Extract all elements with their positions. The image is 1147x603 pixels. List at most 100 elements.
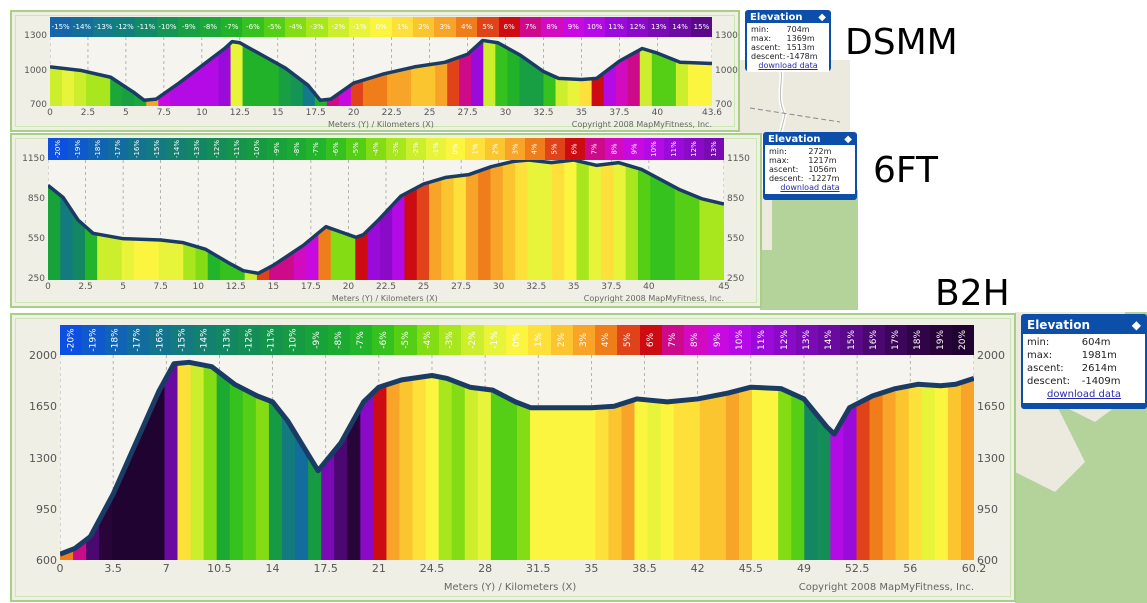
- x-tick-label: 27.5: [457, 108, 478, 118]
- legend-cell: 8%: [541, 17, 563, 37]
- x-tick-label: 60.2: [961, 562, 987, 575]
- legend-cell: -12%: [207, 138, 227, 160]
- legend-cell: 5%: [544, 138, 565, 160]
- legend-cell: -13%: [216, 325, 239, 355]
- legend-cell: 10%: [644, 138, 665, 160]
- x-tick-label: 12.5: [225, 282, 246, 292]
- x-tick-label: 35: [584, 562, 599, 575]
- y-tick-label: 1150: [22, 154, 45, 164]
- route-label-b2h: B2H: [935, 273, 1010, 314]
- min-label: min:: [769, 147, 787, 156]
- legend-cell: -11%: [226, 138, 247, 160]
- legend-cell: -12%: [114, 17, 136, 37]
- legend-cell: -4%: [416, 325, 440, 355]
- legend-cell: 4%: [595, 325, 618, 355]
- legend-cell: -3%: [439, 325, 462, 355]
- legend-cell: -12%: [238, 325, 261, 355]
- download-data-link[interactable]: download data: [1046, 389, 1122, 400]
- x-tick-label: 0: [56, 562, 64, 575]
- legend-cell: 7%: [662, 325, 685, 355]
- legend-cell: -9%: [305, 325, 328, 355]
- x-tick-label: 10: [196, 108, 208, 118]
- legend-cell: -3%: [385, 138, 406, 160]
- descent-value: -1409m: [1081, 376, 1121, 387]
- legend-cell: -5%: [346, 138, 366, 160]
- max-value: 1369m: [786, 34, 815, 43]
- legend-cell: -15%: [50, 17, 72, 37]
- x-tick-label: 5: [123, 108, 129, 118]
- pin-icon[interactable]: ◆: [844, 134, 852, 145]
- x-tick-label: 22.5: [375, 282, 397, 292]
- x-tick-label: 35: [575, 108, 588, 118]
- y-tick-label: 1150: [727, 154, 750, 164]
- elevation-chart-b2h: -20% -19% -18% -17% -16% -15% -14% -13% -12% -11%…: [10, 313, 1016, 602]
- x-tick-label: 52.5: [844, 562, 870, 575]
- legend-cell: 0%: [370, 17, 392, 37]
- legend-cell: 14%: [669, 17, 691, 37]
- grade-color-legend: -20% -19% -18% -17% -16% -15% -14% -13% -12% -11%…: [60, 325, 975, 355]
- legend-cell: -3%: [306, 17, 328, 37]
- x-tick-label: 17.5: [313, 562, 338, 575]
- legend-cell: 6%: [564, 138, 585, 160]
- x-tick-label: 20: [342, 282, 355, 292]
- legend-cell: 6%: [639, 325, 663, 355]
- legend-cell: -17%: [107, 138, 128, 160]
- legend-cell: -19%: [82, 325, 105, 355]
- legend-cell: -20%: [60, 325, 83, 355]
- x-tick-label: 43.6: [701, 108, 723, 118]
- legend-cell: 4%: [525, 138, 545, 160]
- elevation-plot: [48, 160, 724, 280]
- y-tick-label: 600: [977, 554, 998, 567]
- legend-cell: 9%: [706, 325, 729, 355]
- legend-cell: 5%: [617, 325, 640, 355]
- legend-cell: 11%: [751, 325, 774, 355]
- y-tick-label: 950: [36, 502, 57, 516]
- x-tick-label: 45.5: [738, 562, 764, 575]
- x-tick-label: 25: [417, 282, 430, 292]
- legend-cell: 13%: [795, 325, 819, 355]
- grade-color-legend: -20% -19% -18% -17% -16% -15% -14% -13% -12% -11%…: [48, 138, 724, 160]
- legend-cell: 0%: [505, 325, 529, 355]
- legend-cell: 3%: [434, 17, 456, 37]
- x-tick-label: 35: [568, 282, 580, 292]
- x-tick-label: 17.5: [305, 108, 326, 118]
- x-axis-title: Meters (Y) / Kilometers (X): [443, 582, 577, 593]
- legend-cell: 6%: [498, 17, 520, 37]
- descent-label: descent:: [769, 174, 804, 183]
- download-data-link[interactable]: download data: [758, 61, 818, 70]
- legend-cell: -6%: [326, 138, 347, 160]
- pin-icon[interactable]: ◆: [1131, 318, 1141, 332]
- legend-cell: -8%: [327, 325, 350, 355]
- legend-cell: -1%: [425, 138, 446, 160]
- legend-cell: 2%: [413, 17, 435, 37]
- legend-cell: -14%: [71, 17, 93, 37]
- descent-label: descent:: [751, 52, 786, 61]
- legend-cell: -13%: [92, 17, 115, 37]
- y-tick-label: 1650: [977, 400, 1005, 414]
- legend-cell: 17%: [884, 325, 908, 355]
- ascent-value: 1056m: [808, 165, 837, 174]
- min-label: min:: [751, 25, 769, 34]
- legend-cell: -8%: [199, 17, 221, 37]
- panel-border: [15, 318, 1011, 597]
- x-tick-label: 5: [120, 282, 126, 292]
- route-label-dsmm: DSMM: [845, 22, 958, 63]
- legend-cell: -11%: [260, 325, 283, 355]
- map-background: [760, 190, 772, 250]
- legend-cell: 13%: [648, 17, 670, 37]
- x-tick-label: 31.5: [526, 562, 551, 575]
- legend-cell: -18%: [104, 325, 127, 355]
- x-tick-label: 32.5: [526, 282, 547, 292]
- y-tick-label: 950: [977, 502, 998, 516]
- x-tick-label: 49: [796, 562, 811, 575]
- download-data-link[interactable]: download data: [780, 183, 840, 192]
- legend-cell: 12%: [626, 17, 649, 37]
- y-tick-label: 1000: [715, 65, 738, 76]
- pin-icon[interactable]: ◆: [818, 12, 826, 23]
- legend-cell: -20%: [48, 138, 68, 160]
- y-tick-label: 2000: [977, 349, 1005, 362]
- max-value: 1217m: [808, 156, 837, 165]
- min-value: 704m: [786, 25, 810, 34]
- copyright-text: Copyright 2008 MapMyFitness, Inc.: [583, 294, 724, 303]
- legend-cell: -1%: [349, 17, 371, 37]
